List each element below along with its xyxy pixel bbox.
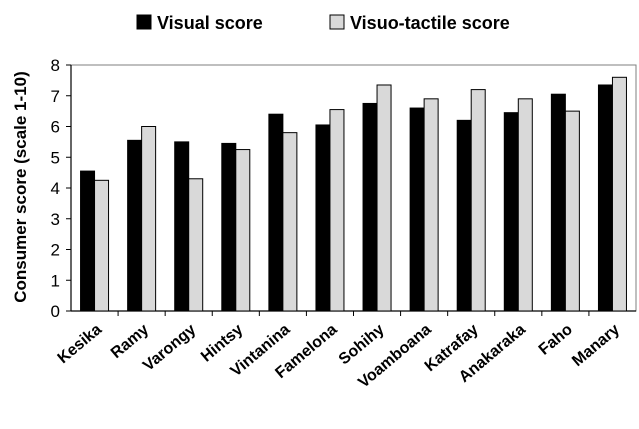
bar-visuo-tactile bbox=[235, 149, 251, 312]
bar-visuo-tactile bbox=[423, 98, 439, 312]
legend-label: Visuo-tactile score bbox=[350, 13, 510, 33]
legend-label: Visual score bbox=[157, 13, 263, 33]
bar-visuo-tactile bbox=[376, 84, 392, 312]
bar-visual bbox=[174, 141, 190, 312]
x-tick-label: Kesika bbox=[55, 321, 106, 367]
y-tick-label: 0 bbox=[51, 302, 60, 321]
y-tick-label: 5 bbox=[51, 148, 60, 167]
y-axis-label: Consumer score (scale 1-10) bbox=[11, 71, 30, 303]
y-tick-label: 3 bbox=[51, 210, 60, 229]
x-tick-label: Manary bbox=[569, 321, 623, 370]
bar-visual bbox=[362, 102, 378, 312]
bar-visuo-tactile bbox=[470, 89, 486, 312]
y-tick-label: 8 bbox=[51, 56, 60, 75]
bar-visual bbox=[221, 142, 237, 312]
bar-visual bbox=[315, 124, 331, 312]
bar-visuo-tactile bbox=[329, 109, 345, 312]
x-tick-label: Varongy bbox=[140, 321, 199, 375]
y-tick-label: 1 bbox=[51, 271, 60, 290]
bar-visuo-tactile bbox=[141, 126, 157, 312]
bar-visuo-tactile bbox=[517, 98, 533, 312]
bar-visual bbox=[456, 119, 472, 312]
bar-visual bbox=[80, 170, 96, 312]
bar-visuo-tactile bbox=[611, 76, 627, 312]
y-tick-label: 7 bbox=[51, 87, 60, 106]
x-tick-label: Faho bbox=[536, 321, 576, 359]
bar-visual bbox=[597, 84, 613, 312]
bar-visuo-tactile bbox=[188, 178, 204, 312]
y-tick-label: 2 bbox=[51, 241, 60, 260]
legend-swatch bbox=[329, 14, 345, 30]
bar-visual bbox=[268, 113, 284, 312]
y-tick-label: 4 bbox=[51, 179, 60, 198]
legend: Visual score Visuo-tactile score bbox=[136, 13, 510, 33]
bar-visual bbox=[550, 93, 566, 312]
bar-visuo-tactile bbox=[94, 179, 110, 312]
legend-swatch bbox=[136, 14, 152, 30]
bar-visuo-tactile bbox=[564, 110, 580, 312]
y-tick-label: 6 bbox=[51, 118, 60, 137]
bar-visual bbox=[409, 107, 425, 312]
bar-visuo-tactile bbox=[282, 132, 298, 312]
bar-visual bbox=[503, 112, 519, 312]
bar-visual bbox=[127, 139, 143, 312]
